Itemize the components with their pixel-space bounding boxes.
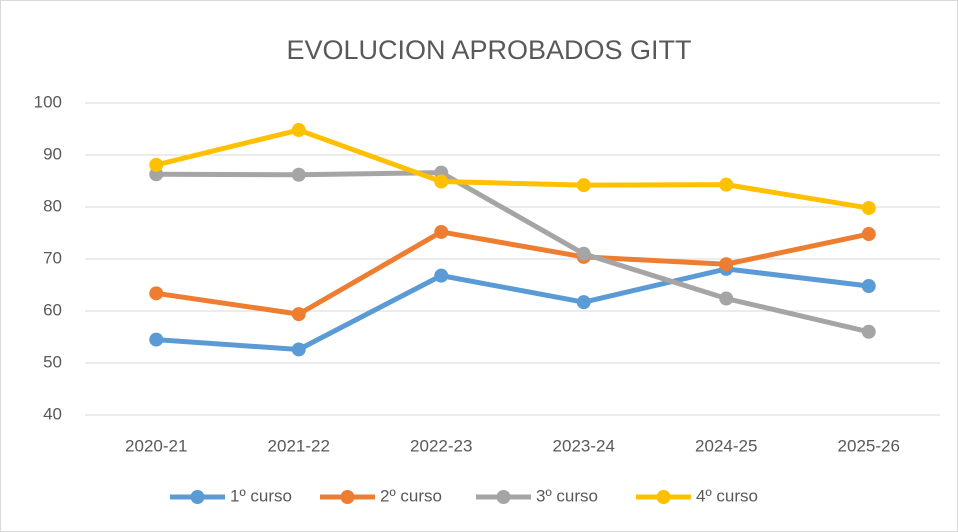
y-tick-label: 60 [43,300,62,319]
x-tick-label: 2022-23 [410,436,472,455]
legend-marker [340,490,355,504]
point [861,201,876,216]
point [291,342,306,357]
x-tick-label: 2020-21 [125,436,187,455]
point [576,295,591,310]
point [576,178,591,193]
point [149,332,164,347]
legend-marker [656,490,671,504]
point [719,291,734,306]
x-tick-label: 2023-24 [553,436,615,455]
legend-marker [496,490,511,504]
series-line [153,170,872,335]
x-tick-label: 2024-25 [695,436,757,455]
series-line [153,266,872,352]
point [291,123,306,138]
y-tick-label: 100 [34,92,62,111]
y-tick-label: 70 [43,248,62,267]
chart-title: EVOLUCION APROBADOS GITT [286,35,691,65]
point [149,157,164,172]
legend-label: 2º curso [380,486,442,505]
x-tick-label: 2021-22 [268,436,330,455]
x-tick-label: 2025-26 [838,436,900,455]
point [719,257,734,272]
point [861,227,876,242]
series-line [153,127,872,211]
point [434,174,449,189]
legend-label: 1º curso [230,486,292,505]
point [291,307,306,322]
series-line [153,229,872,317]
point [719,177,734,192]
point [434,224,449,239]
point [291,167,306,182]
legend-label: 4º curso [696,486,758,505]
point [149,286,164,301]
point [861,279,876,294]
point [861,324,876,339]
y-tick-label: 90 [43,144,62,163]
legend-label: 3º curso [536,486,598,505]
point [434,268,449,283]
legend-marker [190,490,205,504]
point [576,246,591,261]
y-tick-label: 40 [43,404,62,423]
y-tick-label: 80 [43,196,62,215]
y-tick-label: 50 [43,352,62,371]
